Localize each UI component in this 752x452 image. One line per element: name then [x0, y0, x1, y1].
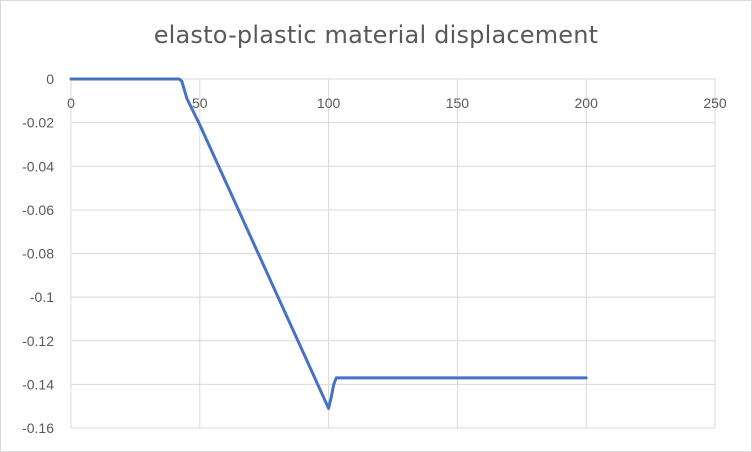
y-tick-label: -0.06: [22, 202, 54, 218]
y-tick-label: -0.02: [22, 115, 54, 131]
x-tick-label: 200: [575, 95, 599, 111]
x-tick-label: 250: [703, 95, 727, 111]
x-tick-label: 100: [317, 95, 341, 111]
chart-title: elasto-plastic material displacement: [153, 21, 599, 49]
series-line: [69, 77, 588, 410]
x-tick-label: 50: [192, 95, 208, 111]
y-tick-label: -0.04: [22, 158, 54, 174]
y-tick-label: -0.08: [22, 246, 54, 262]
y-tick-label: -0.12: [22, 333, 54, 349]
y-tick-label: -0.14: [22, 376, 54, 392]
y-tick-label: 0: [46, 71, 54, 87]
x-tick-label: 150: [446, 95, 470, 111]
y-tick-label: -0.16: [22, 420, 54, 436]
x-tick-label: 0: [67, 95, 75, 111]
y-tick-label: -0.1: [30, 289, 54, 305]
